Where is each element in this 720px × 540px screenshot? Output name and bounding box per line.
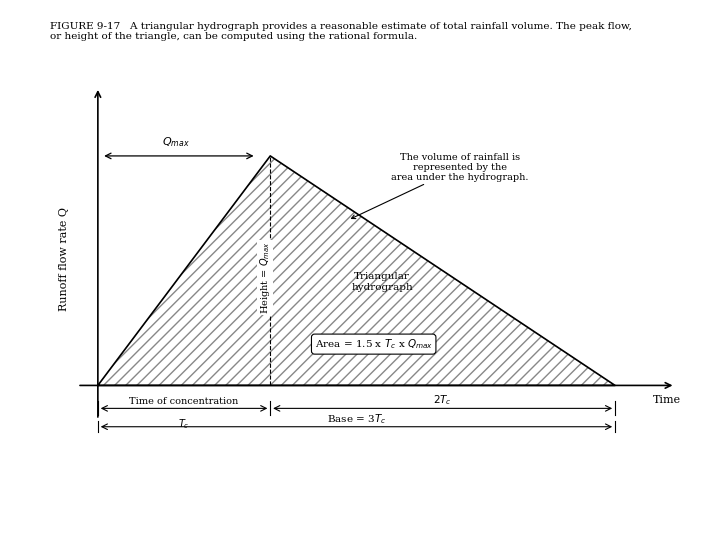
Text: $2T_c$: $2T_c$ xyxy=(433,394,452,407)
Text: PEARSON: PEARSON xyxy=(629,507,711,522)
Text: The volume of rainfall is
represented by the
area under the hydrograph.: The volume of rainfall is represented by… xyxy=(351,152,528,219)
Text: Basic Environmental Technology, Sixth Edition
Jerry A. Nathanson | Richard A. Sc: Basic Environmental Technology, Sixth Ed… xyxy=(83,505,292,524)
Text: ALWAYS LEARNING: ALWAYS LEARNING xyxy=(0,510,95,520)
Text: Time: Time xyxy=(652,395,680,404)
Polygon shape xyxy=(98,156,615,386)
Text: Height = $Q_{max}$: Height = $Q_{max}$ xyxy=(258,241,272,314)
Y-axis label: Runoff flow rate Q: Runoff flow rate Q xyxy=(59,207,69,311)
Text: Triangular
hydrograph: Triangular hydrograph xyxy=(351,273,413,292)
Text: Base = 3$T_c$: Base = 3$T_c$ xyxy=(327,412,386,426)
Text: $T_c$: $T_c$ xyxy=(179,417,190,431)
Text: Area = 1.5 x $T_c$ x $Q_{max}$: Area = 1.5 x $T_c$ x $Q_{max}$ xyxy=(315,337,433,351)
Text: FIGURE 9-17   A triangular hydrograph provides a reasonable estimate of total ra: FIGURE 9-17 A triangular hydrograph prov… xyxy=(50,22,632,41)
Text: Copyright © 2015 by Pearson Education, Inc.
All Rights Reserved: Copyright © 2015 by Pearson Education, I… xyxy=(344,505,549,524)
Text: $Q_{max}$: $Q_{max}$ xyxy=(161,135,189,149)
Text: Time of concentration: Time of concentration xyxy=(130,397,239,406)
